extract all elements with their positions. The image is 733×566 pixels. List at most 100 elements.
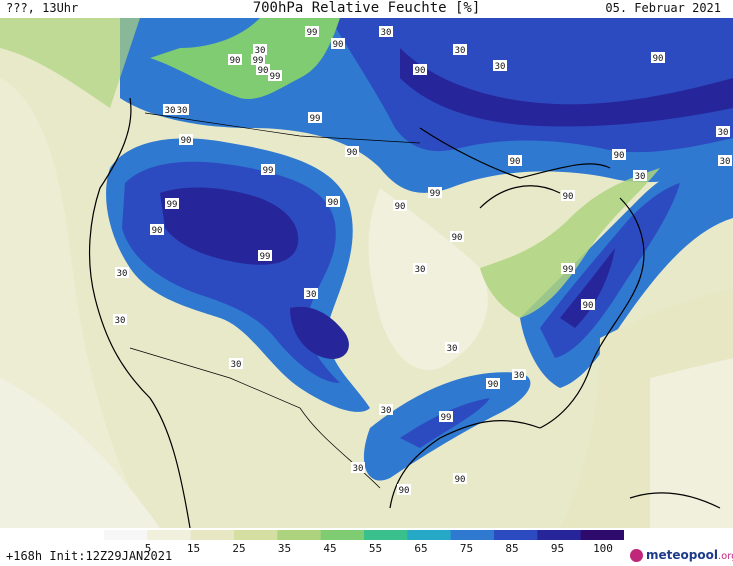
color-legend-bar xyxy=(104,530,624,540)
svg-text:30: 30 xyxy=(353,464,364,474)
contour-label: 30 xyxy=(253,44,267,56)
svg-text:30: 30 xyxy=(177,106,188,116)
legend-swatch xyxy=(494,530,538,540)
svg-text:30: 30 xyxy=(381,28,392,38)
contour-label: 30 xyxy=(229,358,243,370)
contour-label: 90 xyxy=(612,149,626,161)
svg-text:99: 99 xyxy=(263,166,274,176)
svg-text:99: 99 xyxy=(167,200,178,210)
svg-text:90: 90 xyxy=(488,380,499,390)
mexico-border xyxy=(129,347,381,489)
svg-text:30: 30 xyxy=(635,172,646,182)
contour-label: 90 xyxy=(393,200,407,212)
svg-text:90: 90 xyxy=(452,233,463,243)
svg-text:30: 30 xyxy=(718,128,729,138)
legend-tick-label: 65 xyxy=(414,542,428,555)
contour-label: 90 xyxy=(450,231,464,243)
contour-label: 90 xyxy=(397,484,411,496)
svg-text:30: 30 xyxy=(165,106,176,116)
svg-text:90: 90 xyxy=(395,202,406,212)
contour-label: 30 xyxy=(512,369,526,381)
contour-label: 90 xyxy=(561,190,575,202)
contour-label: 99 xyxy=(268,70,282,82)
cuba xyxy=(629,492,721,509)
svg-text:30: 30 xyxy=(447,344,458,354)
contour-label: 90 xyxy=(486,378,500,390)
svg-text:30: 30 xyxy=(720,157,731,167)
legend-tick-label: 100 xyxy=(593,542,613,555)
contour-label: 30 xyxy=(351,462,365,474)
contour-label: 90 xyxy=(331,38,345,50)
contour-label: 30 xyxy=(113,314,127,326)
legend-tick-label: 45 xyxy=(323,542,337,555)
legend-swatch xyxy=(190,530,235,540)
svg-text:99: 99 xyxy=(270,72,281,82)
contour-label: 30 xyxy=(633,170,647,182)
svg-text:90: 90 xyxy=(328,198,339,208)
svg-text:30: 30 xyxy=(381,406,392,416)
legend-tick-label: 35 xyxy=(277,542,292,555)
legend-swatch xyxy=(147,530,192,540)
contour-label: 90 xyxy=(413,64,427,76)
contour-label: 30 xyxy=(445,342,459,354)
contour-label: 99 xyxy=(251,54,265,66)
legend-tick-label: 5 xyxy=(144,542,152,555)
contour-label: 99 xyxy=(305,26,319,38)
svg-text:90: 90 xyxy=(181,136,192,146)
logo-icon xyxy=(630,549,643,562)
svg-text:30: 30 xyxy=(231,360,242,370)
contour-label: 99 xyxy=(428,187,442,199)
contour-label: 90 xyxy=(326,196,340,208)
svg-text:99: 99 xyxy=(430,189,441,199)
contour-label: 99 xyxy=(258,250,272,262)
contour-label: 90 xyxy=(228,54,242,66)
svg-text:90: 90 xyxy=(152,226,163,236)
svg-text:99: 99 xyxy=(310,114,321,124)
contour-label: 30 xyxy=(379,26,393,38)
svg-text:90: 90 xyxy=(614,151,625,161)
contour-label: 30 xyxy=(493,60,507,72)
legend-swatch xyxy=(277,530,322,540)
svg-text:99: 99 xyxy=(260,252,271,262)
svg-text:30: 30 xyxy=(415,265,426,275)
svg-text:99: 99 xyxy=(563,265,574,275)
legend-swatch xyxy=(364,530,408,540)
legend-swatch xyxy=(580,530,624,540)
svg-text:90: 90 xyxy=(415,66,426,76)
contour-label: 30 xyxy=(453,44,467,56)
svg-text:30: 30 xyxy=(115,316,126,326)
contour-label: 90 xyxy=(179,134,193,146)
run-info: +168h Init:12Z29JAN2021 xyxy=(6,549,173,563)
svg-text:30: 30 xyxy=(255,46,266,56)
contour-label: 90 xyxy=(345,146,359,158)
contour-label: 90 xyxy=(256,64,270,76)
svg-text:99: 99 xyxy=(307,28,318,38)
svg-text:90: 90 xyxy=(510,157,521,167)
svg-text:30: 30 xyxy=(514,371,525,381)
west-coast xyxy=(88,97,191,528)
legend-swatch xyxy=(104,530,148,540)
contour-label: 30 xyxy=(379,404,393,416)
contour-label: 30 xyxy=(716,126,730,138)
canada-border xyxy=(144,112,421,144)
logo-suffix: .org xyxy=(717,551,733,562)
svg-text:30: 30 xyxy=(455,46,466,56)
contour-label: 90 xyxy=(581,299,595,311)
svg-text:90: 90 xyxy=(347,148,358,158)
great-lakes xyxy=(419,127,611,179)
legend-swatch xyxy=(450,530,495,540)
valid-time-label: ???, 13Uhr xyxy=(6,1,79,15)
legend-tick-label: 95 xyxy=(550,542,565,555)
svg-text:30: 30 xyxy=(306,290,317,300)
svg-text:30: 30 xyxy=(495,62,506,72)
contour-label: 30 xyxy=(175,104,189,116)
contour-label: 30 xyxy=(304,288,318,300)
brand-logo: meteopool.org xyxy=(632,548,733,562)
legend-tick-label: 85 xyxy=(505,542,519,555)
contour-label: 99 xyxy=(308,112,322,124)
svg-text:90: 90 xyxy=(258,66,269,76)
svg-text:90: 90 xyxy=(653,54,664,64)
gulf-coast xyxy=(389,419,541,509)
